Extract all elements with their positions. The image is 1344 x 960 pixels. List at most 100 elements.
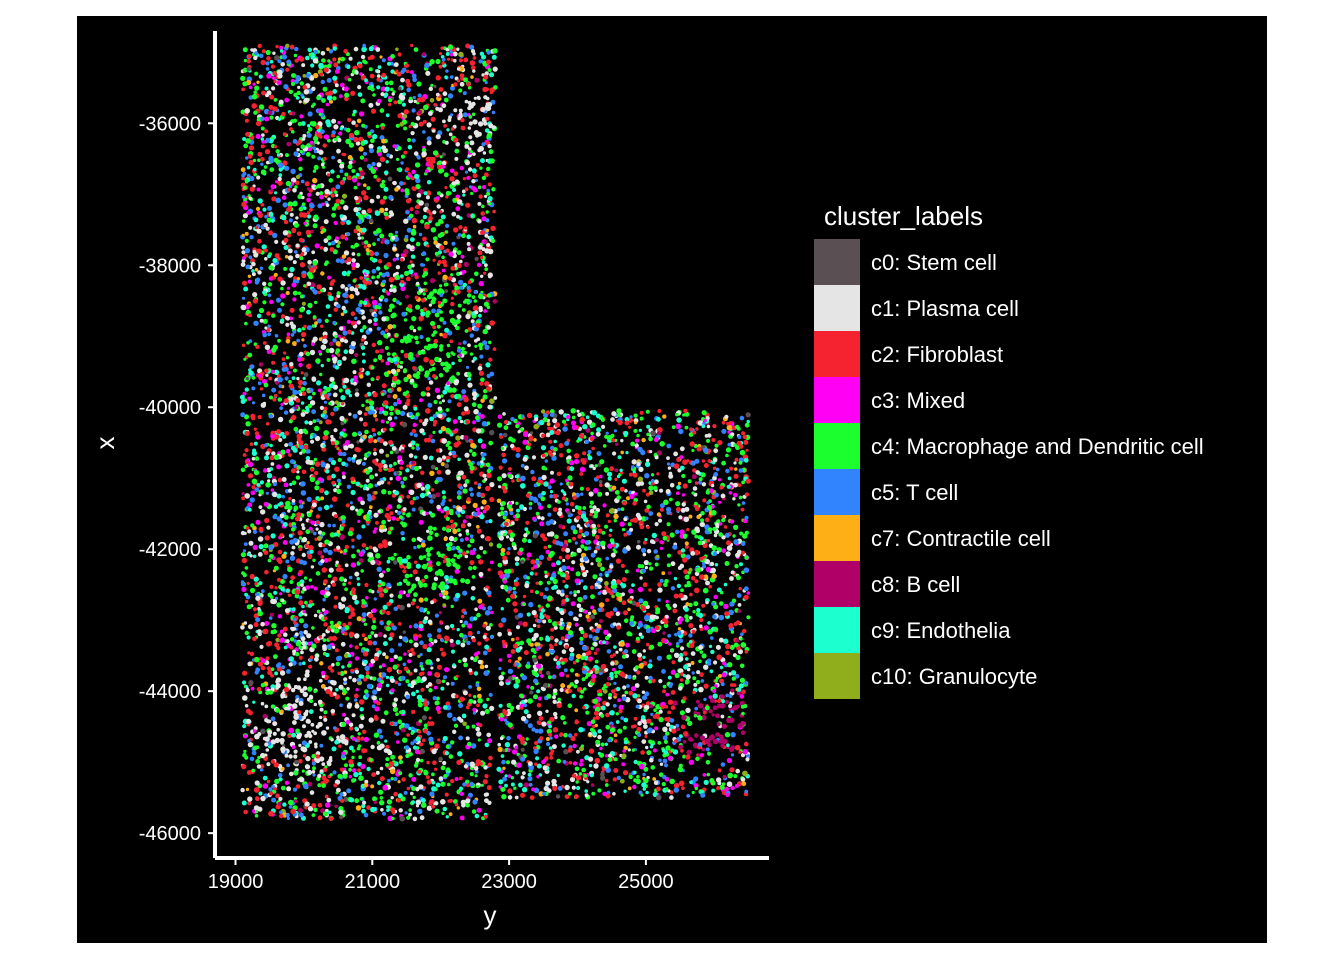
data-point bbox=[406, 398, 411, 403]
data-point bbox=[381, 609, 386, 614]
data-point bbox=[284, 443, 288, 447]
data-point bbox=[369, 474, 375, 480]
data-point bbox=[253, 110, 258, 115]
data-point bbox=[284, 706, 288, 711]
points-layer bbox=[239, 43, 751, 822]
data-point bbox=[343, 86, 349, 92]
data-point bbox=[344, 237, 349, 241]
data-point bbox=[242, 391, 247, 396]
data-point bbox=[480, 230, 485, 236]
data-point bbox=[282, 434, 287, 439]
data-point bbox=[403, 352, 410, 359]
data-point bbox=[246, 770, 252, 775]
data-point bbox=[415, 304, 421, 310]
data-point bbox=[426, 244, 430, 248]
data-point bbox=[390, 678, 395, 683]
data-point bbox=[441, 268, 446, 273]
data-point bbox=[335, 348, 341, 353]
data-point bbox=[339, 199, 345, 205]
data-point bbox=[247, 624, 254, 630]
data-point bbox=[468, 135, 473, 140]
data-point bbox=[318, 112, 322, 116]
data-point bbox=[297, 710, 302, 715]
data-point bbox=[290, 687, 296, 693]
data-point bbox=[395, 475, 401, 482]
data-point bbox=[486, 472, 492, 479]
data-point bbox=[359, 374, 364, 379]
data-point bbox=[364, 429, 369, 435]
data-point bbox=[406, 87, 412, 93]
data-point bbox=[264, 660, 270, 666]
data-point bbox=[282, 802, 287, 807]
data-point bbox=[450, 273, 454, 277]
data-point bbox=[258, 104, 265, 110]
data-point bbox=[471, 112, 476, 117]
data-point bbox=[257, 661, 263, 667]
data-point bbox=[310, 439, 315, 444]
data-point bbox=[379, 233, 385, 239]
data-point bbox=[347, 530, 354, 537]
data-point bbox=[383, 441, 388, 446]
data-point bbox=[463, 226, 468, 230]
data-point bbox=[248, 313, 253, 318]
data-point bbox=[453, 227, 459, 233]
data-point bbox=[321, 202, 325, 207]
data-point bbox=[440, 638, 445, 643]
data-point bbox=[309, 349, 316, 356]
data-point bbox=[298, 612, 303, 617]
data-point bbox=[456, 263, 462, 269]
data-point bbox=[262, 713, 268, 719]
data-point bbox=[356, 549, 361, 553]
data-point bbox=[317, 388, 322, 393]
data-point bbox=[259, 266, 264, 270]
data-point bbox=[416, 544, 421, 549]
data-point bbox=[342, 176, 347, 181]
data-point bbox=[450, 301, 455, 307]
data-point bbox=[442, 91, 448, 97]
data-point bbox=[456, 214, 460, 219]
data-point bbox=[389, 632, 395, 638]
data-point bbox=[332, 576, 338, 582]
data-point bbox=[296, 277, 300, 281]
data-point bbox=[368, 662, 374, 668]
data-point bbox=[393, 243, 397, 247]
data-point bbox=[400, 349, 404, 354]
data-point bbox=[404, 811, 408, 815]
data-point bbox=[309, 121, 315, 126]
data-point bbox=[357, 63, 363, 69]
data-point bbox=[310, 229, 314, 234]
data-point bbox=[411, 507, 416, 512]
data-point bbox=[260, 509, 266, 515]
data-point bbox=[252, 700, 256, 704]
data-point bbox=[277, 397, 283, 402]
data-point bbox=[348, 56, 353, 61]
data-point bbox=[348, 132, 355, 138]
data-point bbox=[241, 219, 246, 223]
data-point bbox=[285, 339, 291, 344]
data-point bbox=[339, 526, 344, 531]
data-point bbox=[420, 308, 424, 313]
data-point bbox=[395, 69, 399, 73]
data-point bbox=[420, 298, 426, 303]
data-point bbox=[257, 238, 262, 244]
data-point bbox=[456, 627, 460, 632]
data-point bbox=[332, 692, 337, 696]
data-point bbox=[327, 584, 331, 589]
data-point bbox=[265, 422, 270, 426]
data-point bbox=[412, 224, 417, 229]
data-point bbox=[348, 412, 352, 416]
data-point bbox=[441, 438, 448, 444]
data-point bbox=[305, 229, 311, 235]
data-point bbox=[427, 376, 431, 381]
data-point bbox=[366, 163, 372, 169]
data-point bbox=[365, 671, 370, 675]
data-point bbox=[383, 195, 388, 200]
data-point bbox=[307, 302, 313, 308]
data-point bbox=[280, 731, 286, 737]
data-point bbox=[393, 461, 397, 466]
data-point bbox=[371, 342, 376, 348]
data-point bbox=[286, 286, 291, 290]
data-point bbox=[348, 604, 352, 609]
data-point bbox=[379, 621, 384, 626]
data-point bbox=[267, 254, 271, 259]
